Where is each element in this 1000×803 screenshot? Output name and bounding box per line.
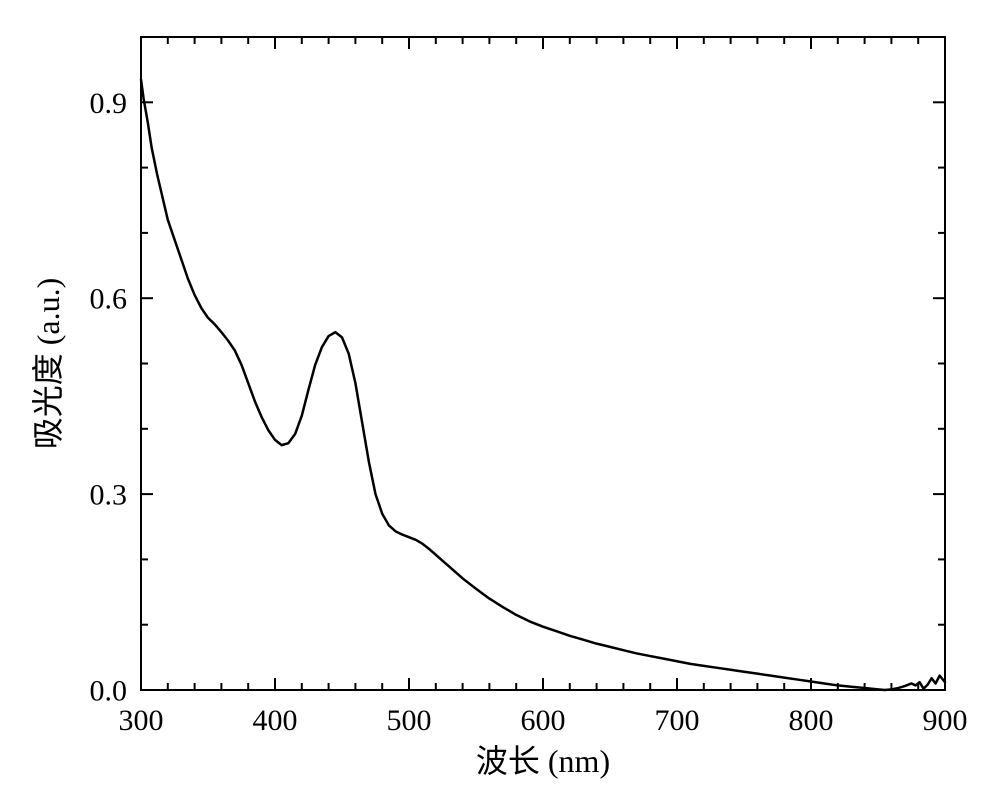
x-tick-label: 500 (387, 704, 432, 737)
x-tick-label: 400 (253, 704, 298, 737)
y-tick-label: 0.0 (90, 675, 128, 708)
x-axis-label: 波长 (nm) (476, 743, 610, 779)
x-tick-label: 600 (521, 704, 566, 737)
y-axis-label: 吸光度 (a.u.) (30, 278, 66, 450)
y-tick-label: 0.6 (90, 283, 128, 316)
absorbance-chart: 300 400 500 600 700 800 900 0.0 0.3 0.6 0.9 波长 (nm)… (0, 0, 1000, 803)
x-tick-label: 800 (789, 704, 834, 737)
y-tick-label: 0.3 (90, 479, 128, 512)
chart-container: 300 400 500 600 700 800 900 0.0 0.3 0.6 0.9 波长 (nm)… (0, 0, 1000, 803)
x-tick-label: 300 (119, 704, 164, 737)
y-tick-label: 0.9 (90, 87, 128, 120)
x-tick-label: 700 (655, 704, 700, 737)
x-tick-label: 900 (923, 704, 968, 737)
